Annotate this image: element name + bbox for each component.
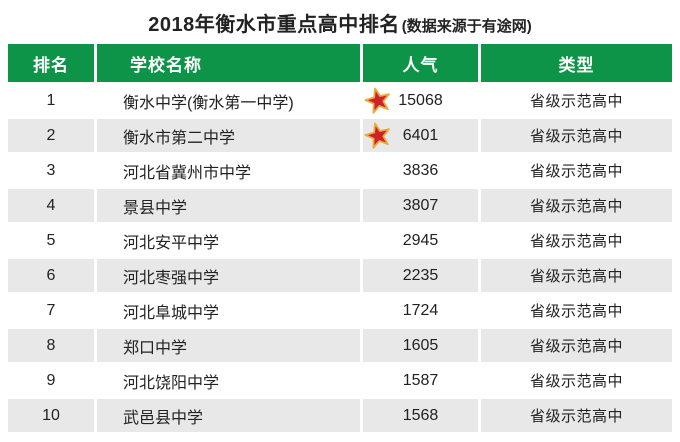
popularity-cell: 1587 xyxy=(363,364,478,397)
rank-cell: 9 xyxy=(8,364,94,397)
school-name-cell: 河北省冀州市中学 xyxy=(97,154,360,187)
header-school: 学校名称 xyxy=(97,44,360,82)
school-name-cell: 衡水中学(衡水第一中学) xyxy=(97,84,360,117)
rank-cell: 6 xyxy=(8,259,94,292)
star-icon xyxy=(364,122,390,149)
popularity-value: 1605 xyxy=(402,336,439,354)
popularity-value: 1724 xyxy=(402,301,439,319)
table-body: 1 衡水中学(衡水第一中学) 15068 省级示范高中 2 衡水市第二中学 6401 省级示范… xyxy=(8,84,672,432)
table-row: 6 河北枣强中学 2235 省级示范高中 xyxy=(8,259,672,292)
type-cell: 省级示范高中 xyxy=(481,329,672,362)
page-title-main: 2018年衡水市重点高中排名 xyxy=(148,14,400,36)
type-cell: 省级示范高中 xyxy=(481,399,672,432)
table-row: 4 景县中学 3807 省级示范高中 xyxy=(8,189,672,222)
type-cell: 省级示范高中 xyxy=(481,259,672,292)
popularity-value: 6401 xyxy=(402,126,439,144)
school-name-cell: 景县中学 xyxy=(97,189,360,222)
rank-cell: 5 xyxy=(8,224,94,257)
header-type: 类型 xyxy=(481,44,672,82)
popularity-value: 2945 xyxy=(402,231,439,249)
popularity-value: 1587 xyxy=(402,371,439,389)
school-name-cell: 河北安平中学 xyxy=(97,224,360,257)
ranking-page: 2018年衡水市重点高中排名 (数据来源于有途网) 排名 学校名称 人气 类型 … xyxy=(8,8,672,432)
rank-cell: 10 xyxy=(8,399,94,432)
popularity-cell: 6401 xyxy=(363,119,478,152)
rank-cell: 3 xyxy=(8,154,94,187)
school-name-cell: 武邑县中学 xyxy=(97,399,360,432)
table-row: 9 河北饶阳中学 1587 省级示范高中 xyxy=(8,364,672,397)
school-name-cell: 河北枣强中学 xyxy=(97,259,360,292)
table-row: 3 河北省冀州市中学 3836 省级示范高中 xyxy=(8,154,672,187)
popularity-cell: 3836 xyxy=(363,154,478,187)
header-popularity: 人气 xyxy=(363,44,478,82)
table-row: 8 郑口中学 1605 省级示范高中 xyxy=(8,329,672,362)
rank-cell: 7 xyxy=(8,294,94,327)
table-row: 1 衡水中学(衡水第一中学) 15068 省级示范高中 xyxy=(8,84,672,117)
rank-cell: 8 xyxy=(8,329,94,362)
popularity-cell: 15068 xyxy=(363,84,478,117)
popularity-value: 3807 xyxy=(402,196,439,214)
popularity-value: 1568 xyxy=(402,406,439,424)
popularity-cell: 3807 xyxy=(363,189,478,222)
popularity-cell: 2945 xyxy=(363,224,478,257)
school-name-cell: 河北阜城中学 xyxy=(97,294,360,327)
popularity-cell: 1605 xyxy=(363,329,478,362)
header-rank: 排名 xyxy=(8,44,94,82)
type-cell: 省级示范高中 xyxy=(481,224,672,257)
type-cell: 省级示范高中 xyxy=(481,364,672,397)
type-cell: 省级示范高中 xyxy=(481,154,672,187)
school-name-cell: 衡水市第二中学 xyxy=(97,119,360,152)
rank-cell: 1 xyxy=(8,84,94,117)
type-cell: 省级示范高中 xyxy=(481,119,672,152)
table-row: 7 河北阜城中学 1724 省级示范高中 xyxy=(8,294,672,327)
popularity-cell: 1724 xyxy=(363,294,478,327)
popularity-value: 3836 xyxy=(402,161,439,179)
page-title-source-note: (数据来源于有途网) xyxy=(401,18,532,35)
type-cell: 省级示范高中 xyxy=(481,189,672,222)
table-row: 2 衡水市第二中学 6401 省级示范高中 xyxy=(8,119,672,152)
popularity-value: 15068 xyxy=(398,91,443,109)
popularity-cell: 1568 xyxy=(363,399,478,432)
table-header-row: 排名 学校名称 人气 类型 xyxy=(8,44,672,82)
school-name-cell: 郑口中学 xyxy=(97,329,360,362)
type-cell: 省级示范高中 xyxy=(481,294,672,327)
type-cell: 省级示范高中 xyxy=(481,84,672,117)
rank-cell: 2 xyxy=(8,119,94,152)
star-icon xyxy=(364,87,390,114)
table-row: 5 河北安平中学 2945 省级示范高中 xyxy=(8,224,672,257)
rank-cell: 4 xyxy=(8,189,94,222)
popularity-cell: 2235 xyxy=(363,259,478,292)
school-name-cell: 河北饶阳中学 xyxy=(97,364,360,397)
page-title: 2018年衡水市重点高中排名 (数据来源于有途网) xyxy=(8,8,672,36)
popularity-value: 2235 xyxy=(402,266,439,284)
table-row: 10 武邑县中学 1568 省级示范高中 xyxy=(8,399,672,432)
